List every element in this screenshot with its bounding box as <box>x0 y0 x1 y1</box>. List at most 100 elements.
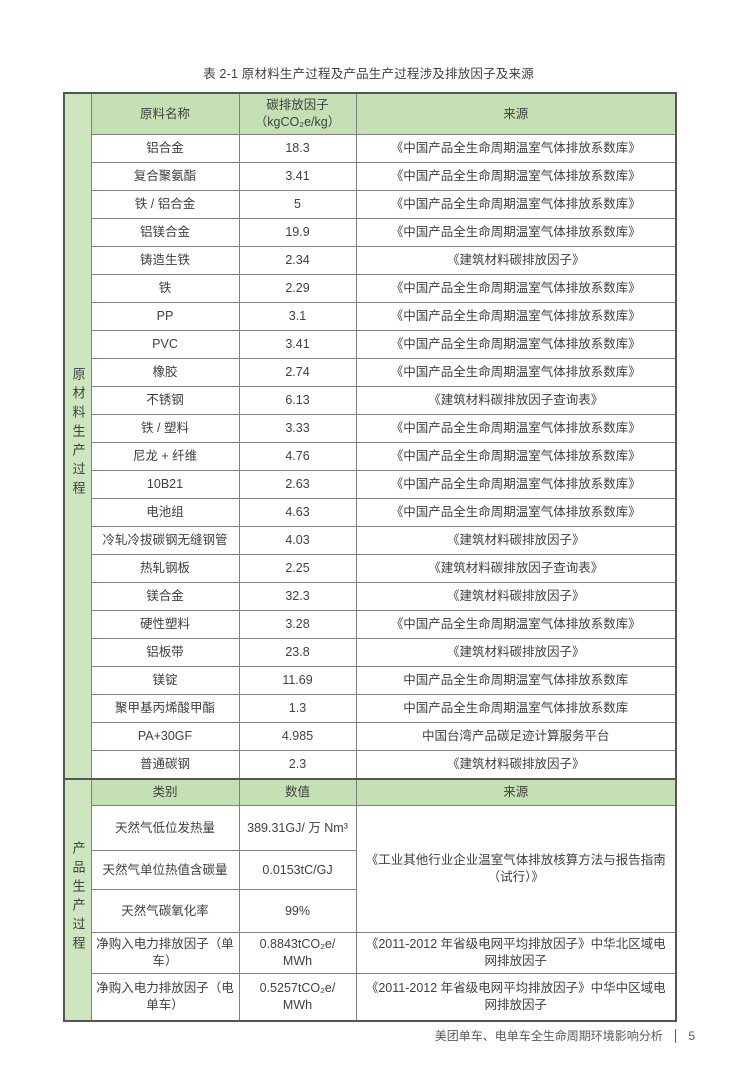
value-cell: 3.41 <box>238 330 357 359</box>
source-cell: 《中国产品全生命周期温室气体排放系数库》 <box>355 610 677 639</box>
material-cell: 复合聚氨酯 <box>90 162 240 191</box>
material-cell: 铁 / 铝合金 <box>90 190 240 219</box>
value-cell: 3.33 <box>238 414 357 443</box>
source-cell: 中国产品全生命周期温室气体排放系数库 <box>355 666 677 695</box>
table-row: 镁锭 11.69 中国产品全生命周期温室气体排放系数库 <box>64 666 677 695</box>
source-cell: 中国台湾产品碳足迹计算服务平台 <box>355 722 677 751</box>
source-cell: 《建筑材料碳排放因子》 <box>355 638 677 667</box>
value-cell: 4.63 <box>238 498 357 527</box>
material-cell: 铝镁合金 <box>90 218 240 247</box>
value-cell: 11.69 <box>238 666 357 695</box>
emission-factors-table: 原材料生产过程 原料名称 碳排放因子 （kgCO₂e/kg） 来源 铝合金 18.3 《中国… <box>63 92 677 1022</box>
source-cell: 《建筑材料碳排放因子》 <box>355 750 677 780</box>
material-cell: 镁锭 <box>90 666 240 695</box>
material-cell: 橡胶 <box>90 358 240 387</box>
table-row: 镁合金 32.3 《建筑材料碳排放因子》 <box>64 582 677 611</box>
table-row: 天然气低位发热量 389.31GJ/ 万 Nm³ 《工业其他行业企业温室气体排放核算… <box>64 805 677 933</box>
source-cell: 《建筑材料碳排放因子查询表》 <box>355 554 677 583</box>
table-row: PP 3.1 《中国产品全生命周期温室气体排放系数库》 <box>64 302 677 331</box>
source-cell: 《中国产品全生命周期温室气体排放系数库》 <box>355 414 677 443</box>
table-row: 尼龙 + 纤维 4.76 《中国产品全生命周期温室气体排放系数库》 <box>64 442 677 471</box>
value-cell: 2.74 <box>238 358 357 387</box>
source-cell: 《建筑材料碳排放因子查询表》 <box>355 386 677 415</box>
table-caption: 表 2-1 原材料生产过程及产品生产过程涉及排放因子及来源 <box>203 67 534 81</box>
table-header-row: 原材料生产过程 原料名称 碳排放因子 （kgCO₂e/kg） 来源 <box>63 92 677 780</box>
page-footer: 美团单车、电单车全生命周期环境影响分析 5 <box>435 1027 695 1044</box>
value-cell: 3.1 <box>238 302 357 331</box>
column-header: 来源 <box>355 778 677 806</box>
value-cell: 2.63 <box>238 470 357 499</box>
column-header: 数值 <box>238 778 357 806</box>
material-cell: 铝板带 <box>90 638 240 667</box>
value-cell: 0.5257tCO₂e/ MWh <box>238 973 357 1022</box>
source-cell: 《中国产品全生命周期温室气体排放系数库》 <box>355 134 677 163</box>
source-cell: 《中国产品全生命周期温室气体排放系数库》 <box>355 498 677 527</box>
material-cell: 硬性塑料 <box>90 610 240 639</box>
table-row: 铁 / 塑料 3.33 《中国产品全生命周期温室气体排放系数库》 <box>64 414 677 443</box>
table-row: 聚甲基丙烯酸甲酯 1.3 中国产品全生命周期温室气体排放系数库 <box>64 694 677 723</box>
material-cell: 天然气低位发热量 <box>90 805 240 851</box>
source-cell: 中国产品全生命周期温室气体排放系数库 <box>355 694 677 723</box>
material-cell: 铸造生铁 <box>90 246 240 275</box>
value-cell: 389.31GJ/ 万 Nm³ <box>238 805 357 851</box>
table-row: 铸造生铁 2.34 《建筑材料碳排放因子》 <box>64 246 677 275</box>
material-cell: 天然气单位热值含碳量 <box>90 850 240 890</box>
table-row: 净购入电力排放因子（电 单车） 0.5257tCO₂e/ MWh 《2011-201… <box>64 973 677 1022</box>
table-row: 不锈钢 6.13 《建筑材料碳排放因子查询表》 <box>64 386 677 415</box>
source-cell: 《中国产品全生命周期温室气体排放系数库》 <box>355 442 677 471</box>
source-cell: 《中国产品全生命周期温室气体排放系数库》 <box>355 218 677 247</box>
value-cell: 32.3 <box>238 582 357 611</box>
source-cell: 《中国产品全生命周期温室气体排放系数库》 <box>355 162 677 191</box>
column-header: 原料名称 <box>90 92 240 135</box>
table-row: 天然气单位热值含碳量 0.0153tC/GJ <box>64 850 676 890</box>
material-cell: 天然气碳氧化率 <box>90 889 240 933</box>
material-cell: 净购入电力排放因子（电 单车） <box>90 973 240 1022</box>
section-side-label: 原材料生产过程 <box>63 92 92 780</box>
source-cell: 《2011-2012 年省级电网平均排放因子》中华中区域电 网排放因子 <box>355 973 677 1022</box>
value-cell: 0.8843tCO₂e/ MWh <box>238 932 357 974</box>
table-row: PVC 3.41 《中国产品全生命周期温室气体排放系数库》 <box>64 330 677 359</box>
material-cell: 热轧钢板 <box>90 554 240 583</box>
value-cell: 2.34 <box>238 246 357 275</box>
table-row: 橡胶 2.74 《中国产品全生命周期温室气体排放系数库》 <box>64 358 677 387</box>
table-header-row: 产品生产过程 类别 数值 来源 <box>63 778 677 1022</box>
column-header: 类别 <box>90 778 240 806</box>
value-cell: 2.25 <box>238 554 357 583</box>
material-cell: 不锈钢 <box>90 386 240 415</box>
value-cell: 4.76 <box>238 442 357 471</box>
table-row: 热轧钢板 2.25 《建筑材料碳排放因子查询表》 <box>64 554 677 583</box>
material-cell: 净购入电力排放因子（单 车） <box>90 932 240 974</box>
table-row: 10B21 2.63 《中国产品全生命周期温室气体排放系数库》 <box>64 470 677 499</box>
material-cell: 铝合金 <box>90 134 240 163</box>
side-label-text: 原材料生产过程 <box>70 367 86 501</box>
table-row: 铁 / 铝合金 5 《中国产品全生命周期温室气体排放系数库》 <box>64 190 677 219</box>
material-cell: 普通碳钢 <box>90 750 240 780</box>
value-cell: 1.3 <box>238 694 357 723</box>
value-cell: 99% <box>238 889 357 933</box>
material-cell: PP <box>90 302 240 331</box>
source-cell: 《中国产品全生命周期温室气体排放系数库》 <box>355 302 677 331</box>
footer-divider <box>674 1028 677 1043</box>
source-cell: 《工业其他行业企业温室气体排放核算方法与报告指南 （试行）》 <box>355 805 677 933</box>
material-cell: 铁 / 塑料 <box>90 414 240 443</box>
source-cell: 《建筑材料碳排放因子》 <box>355 526 677 555</box>
footer-report-title: 美团单车、电单车全生命周期环境影响分析 <box>434 1029 663 1043</box>
table-row: 铝合金 18.3 《中国产品全生命周期温室气体排放系数库》 <box>64 134 677 163</box>
column-header: 来源 <box>355 92 677 135</box>
source-cell: 《中国产品全生命周期温室气体排放系数库》 <box>355 470 677 499</box>
table-row: 天然气碳氧化率 99% <box>64 889 676 933</box>
value-cell: 3.28 <box>238 610 357 639</box>
source-cell: 《中国产品全生命周期温室气体排放系数库》 <box>355 330 677 359</box>
value-cell: 3.41 <box>238 162 357 191</box>
value-cell: 5 <box>238 190 357 219</box>
section-side-label: 产品生产过程 <box>63 778 92 1022</box>
value-cell: 2.3 <box>238 750 357 780</box>
value-cell: 0.0153tC/GJ <box>238 850 357 890</box>
table-row: 冷轧冷拔碳钢无缝钢管 4.03 《建筑材料碳排放因子》 <box>64 526 677 555</box>
table-row: 铝板带 23.8 《建筑材料碳排放因子》 <box>64 638 677 667</box>
value-cell: 2.29 <box>238 274 357 303</box>
material-cell: 电池组 <box>90 498 240 527</box>
value-cell: 6.13 <box>238 386 357 415</box>
material-cell: 聚甲基丙烯酸甲酯 <box>90 694 240 723</box>
value-cell: 18.3 <box>238 134 357 163</box>
